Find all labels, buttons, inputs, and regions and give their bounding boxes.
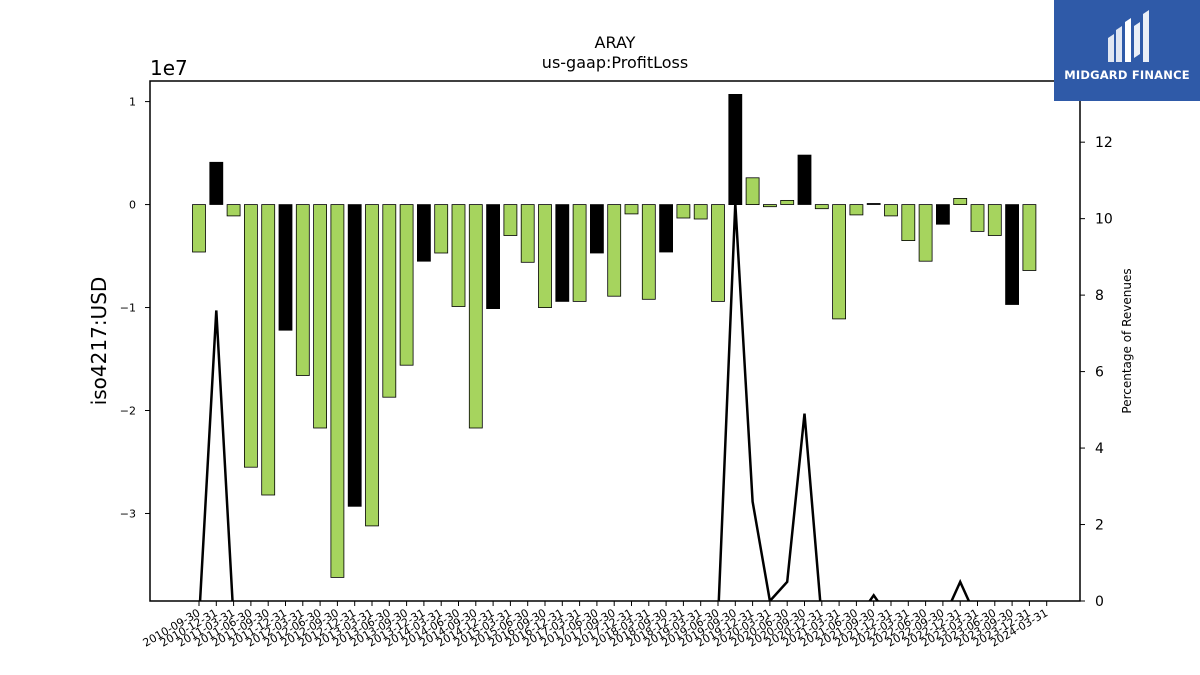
bar-2022-09-30 [936,204,950,225]
bar-2021-03-31 [832,204,846,320]
bar-2018-03-31 [641,204,656,300]
bar-2016-12-31 [555,204,570,302]
bar-2020-03-31 [763,204,777,208]
y2-tick-label: 8 [1095,288,1104,304]
y-tick-label: −2 [120,405,136,418]
bar-2012-03-31 [295,204,310,376]
bar-2023-12-31 [1022,204,1037,271]
bar-2019-03-31 [693,204,708,220]
bar-2023-06-30 [987,204,1002,236]
bar-2022-06-30 [918,204,933,262]
bar-2012-12-31 [347,204,362,507]
bar-2019-09-30 [728,94,743,205]
bar-2020-12-31 [814,204,829,210]
bar-2015-06-30 [520,204,535,263]
y2-tick-label: 4 [1095,441,1104,457]
bar-2011-12-31 [278,204,293,331]
y2-tick-label: 12 [1095,135,1113,151]
bar-2010-09-30 [192,204,206,253]
bar-2020-09-30 [797,154,812,205]
bar-2014-09-30 [468,204,483,429]
y-tick-label: 1 [129,96,136,109]
y2-axis-label: Percentage of Revenues [1120,268,1134,413]
bar-2017-12-31 [624,204,639,215]
y-axis-label: iso4217:USD [87,277,111,406]
plot-frame [149,80,1081,602]
bar-2012-09-30 [330,204,345,578]
y2-tick-label: 2 [1095,518,1104,534]
midgard-finance-logo: MIDGARD FINANCE [1054,0,1200,101]
bar-2011-03-31 [226,204,241,217]
bar-2023-03-31 [970,204,985,232]
chart-subtitle: us-gaap:ProfitLoss [542,53,688,72]
bar-2015-03-31 [503,204,518,236]
bar-2021-12-31 [884,204,898,217]
bar-2018-09-30 [659,204,673,253]
bar-2012-06-30 [313,204,328,429]
y2-tick-label: 6 [1095,365,1104,381]
x-axis-ticks: 2010-09-302010-12-312011-03-312011-06-30… [141,601,1050,650]
bar-2021-06-30 [849,204,864,216]
plot-area [192,94,1037,601]
y2-axis-ticks: 0 2 4 6 8 10 12 [1080,135,1113,610]
logo-text: MIDGARD FINANCE [1064,68,1190,82]
bar-2014-12-31 [486,204,501,310]
bar-2014-06-30 [451,204,466,307]
chart-title: ARAY [595,33,636,52]
y-tick-label: 0 [129,199,136,212]
bar-2017-03-31 [572,204,587,302]
bar-2011-06-30 [243,204,258,468]
y2-tick-label: 10 [1095,212,1113,228]
bar-2017-09-30 [607,204,622,297]
y2-tick-label: 0 [1095,594,1104,610]
bar-2017-06-30 [590,204,604,254]
bar-2016-09-30 [538,204,552,309]
bar-2013-09-30 [399,204,414,366]
bar-2018-12-31 [676,204,691,219]
y-tick-label: −3 [120,507,136,520]
bar-2013-03-31 [365,204,379,527]
bar-2022-12-31 [953,197,968,205]
bar-2014-03-31 [434,204,449,254]
y-exponent-label: 1e7 [150,56,188,80]
bar-2019-06-30 [711,204,725,302]
bar-2022-03-31 [901,204,916,242]
logo-mark-icon [1108,10,1149,62]
bar-2011-09-30 [261,204,276,496]
bar-2023-09-30 [1005,204,1019,305]
bar-2020-06-30 [780,199,795,205]
y-tick-label: −1 [120,302,136,315]
y-axis-ticks: −3 −2 −1 0 1 [120,96,150,520]
bar-2010-12-31 [209,161,224,205]
bar-2013-12-31 [416,204,431,262]
bar-2019-12-31 [745,177,760,206]
bar-2021-09-30 [866,203,881,205]
bar-2013-06-30 [382,204,397,398]
